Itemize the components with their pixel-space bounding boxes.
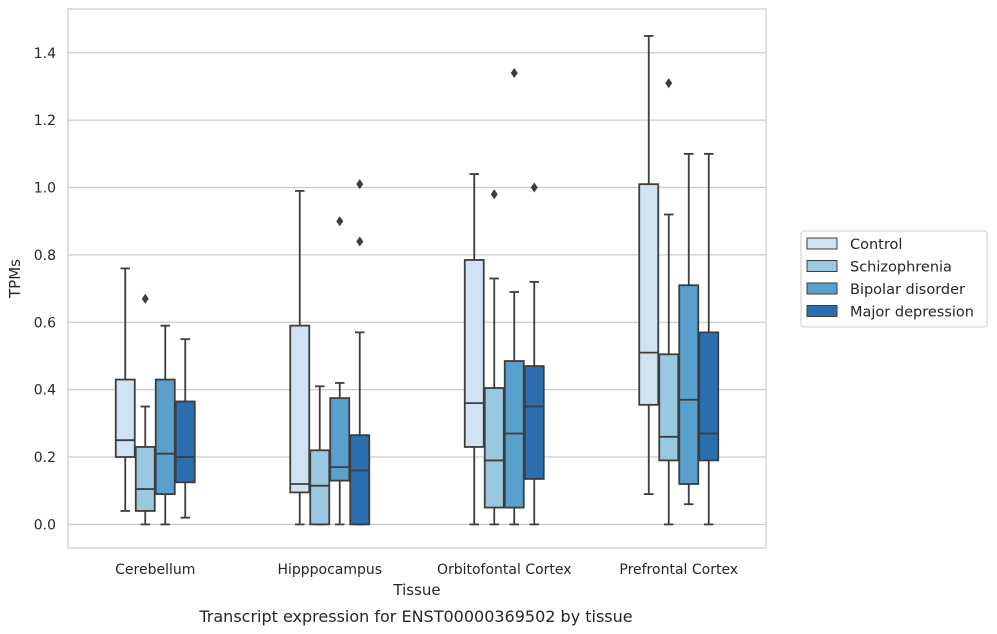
- box-plot: [638, 35, 660, 496]
- legend-swatch: [806, 282, 838, 295]
- outlier-point: [336, 216, 344, 227]
- box-iqr: [483, 387, 505, 509]
- x-tick-label: Orbitofontal Cortex: [437, 562, 572, 578]
- x-axis-ticks: Cerebellum Hipppocampus Orbitofontal Corte…: [115, 562, 738, 578]
- x-tick-label: Hipppocampus: [277, 562, 382, 578]
- box-iqr: [658, 353, 680, 462]
- y-tick-label: 1.4: [34, 46, 56, 62]
- outlier-point: [356, 179, 364, 190]
- y-tick-label: 0.4: [34, 383, 56, 399]
- box-iqr: [678, 284, 700, 485]
- box-plot: [463, 173, 485, 526]
- box-plot: [289, 190, 311, 526]
- box-plot: [523, 182, 545, 526]
- x-tick-label: Cerebellum: [115, 562, 195, 578]
- y-tick-label: 1.2: [34, 113, 56, 129]
- box-iqr: [309, 449, 331, 526]
- box-iqr: [114, 378, 136, 458]
- legend-swatch: [806, 260, 838, 272]
- box-plot: [678, 152, 700, 506]
- box-plot: [698, 152, 720, 526]
- box-plot: [503, 68, 525, 526]
- box-iqr: [523, 365, 545, 480]
- outlier-point: [490, 189, 498, 200]
- box-iqr: [698, 331, 720, 462]
- box-iqr: [289, 324, 311, 494]
- box-plot: [114, 267, 136, 512]
- box-plot: [154, 324, 176, 526]
- box-group: [114, 35, 720, 526]
- legend-swatch: [806, 305, 838, 317]
- box-plot: [483, 189, 505, 526]
- legend: Control Schizophrenia Bipolar disorder Majo…: [800, 230, 988, 328]
- legend-swatch: [806, 237, 838, 250]
- legend-label: Major depression: [850, 305, 974, 321]
- outlier-point: [141, 293, 149, 304]
- box-iqr: [463, 259, 485, 448]
- box-iqr: [154, 378, 176, 495]
- box-iqr: [174, 400, 196, 484]
- outlier-point: [530, 182, 538, 193]
- box-iqr: [329, 397, 351, 482]
- outlier-point: [665, 78, 673, 89]
- y-axis-ticks: 0.0 0.2 0.4 0.6 0.8 1.0 1.2 1.4: [34, 46, 56, 534]
- box-plot: [134, 293, 156, 526]
- legend-label: Control: [850, 237, 902, 253]
- plot-frame: [67, 8, 767, 549]
- y-tick-label: 1.0: [34, 181, 56, 197]
- box-plot: [309, 385, 331, 526]
- outlier-point: [510, 68, 518, 79]
- box-plot: [174, 338, 196, 519]
- y-tick-label: 0.6: [34, 315, 56, 331]
- box-iqr: [134, 446, 156, 512]
- box-iqr: [349, 434, 371, 526]
- box-plot: [329, 216, 351, 526]
- box-iqr: [638, 183, 660, 406]
- y-tick-label: 0.0: [34, 517, 56, 533]
- legend-frame: [800, 230, 988, 328]
- box-plot: [658, 78, 680, 526]
- box-plot: [349, 179, 371, 526]
- legend-label: Bipolar disorder: [850, 282, 965, 298]
- y-tick-label: 0.2: [34, 450, 56, 466]
- outlier-point: [356, 236, 364, 247]
- x-axis-label: Tissue: [392, 581, 440, 599]
- x-tick-label: Prefrontal Cortex: [619, 562, 738, 578]
- legend-label: Schizophrenia: [850, 260, 952, 276]
- chart-caption: Transcript expression for ENST0000036950…: [198, 607, 632, 626]
- y-axis-label: TPMs: [6, 259, 24, 299]
- y-tick-label: 0.8: [34, 248, 56, 264]
